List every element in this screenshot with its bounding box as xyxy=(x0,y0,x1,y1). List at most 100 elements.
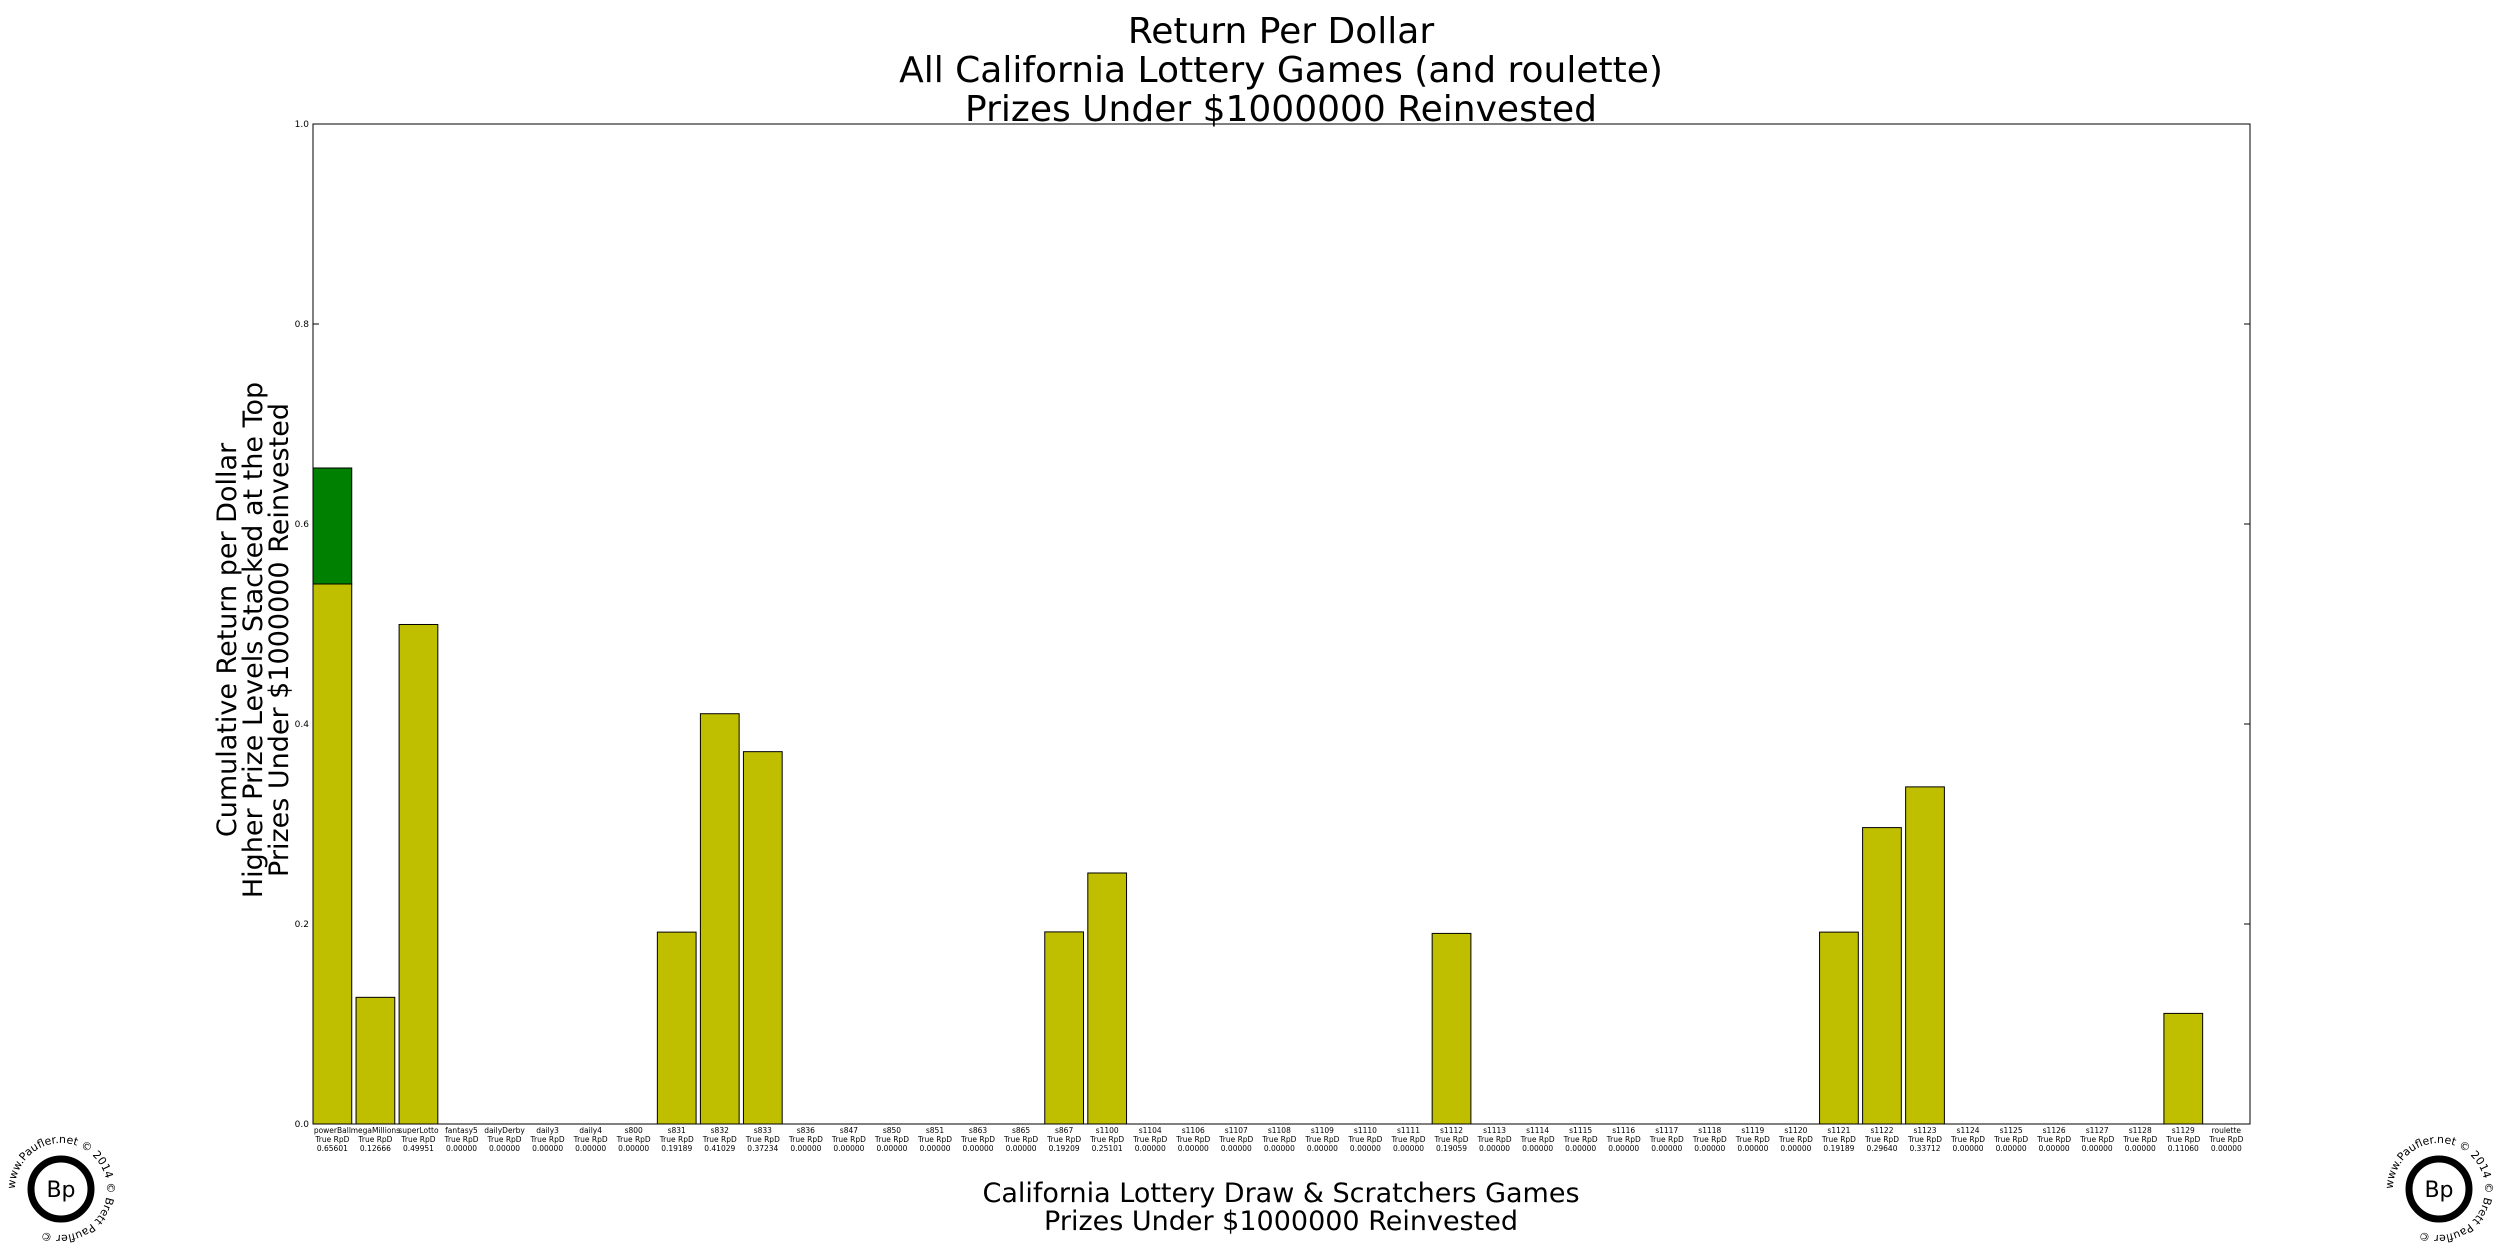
x-tick-value: 0.00000 xyxy=(919,1144,950,1153)
x-tick-value: 0.33712 xyxy=(1910,1144,1941,1153)
x-tick-sublabel: True RpD xyxy=(788,1135,823,1144)
x-tick-sublabel: True RpD xyxy=(1692,1135,1727,1144)
logo-right: www.Paufler.net © 2014 © Brett Paufler ©… xyxy=(2383,1133,2495,1245)
x-tick-label: s1123 xyxy=(1914,1126,1937,1135)
x-tick-label: s831 xyxy=(668,1126,686,1135)
x-tick-sublabel: True RpD xyxy=(1864,1135,1899,1144)
y-axis: 0.0 0.2 0.4 0.6 0.8 1.0 xyxy=(295,120,2250,1130)
x-tick-sublabel: True RpD xyxy=(1950,1135,1985,1144)
x-tick-value: 0.00000 xyxy=(876,1144,907,1153)
x-tick-sublabel: True RpD xyxy=(1347,1135,1382,1144)
x-tick-sublabel: True RpD xyxy=(1390,1135,1425,1144)
x-tick-value: 0.00000 xyxy=(790,1144,821,1153)
chart-title-line: Prizes Under $1000000 Reinvested xyxy=(965,89,1597,130)
x-tick-sublabel: True RpD xyxy=(1132,1135,1167,1144)
x-tick-value: 0.00000 xyxy=(446,1144,477,1153)
x-tick-label: s1110 xyxy=(1354,1126,1377,1135)
x-tick-value: 0.41029 xyxy=(704,1144,735,1153)
x-tick-value: 0.25101 xyxy=(1092,1144,1123,1153)
x-tick-label: roulette xyxy=(2212,1126,2242,1135)
x-tick-value: 0.00000 xyxy=(1178,1144,1209,1153)
y-tick-label: 0.4 xyxy=(295,720,310,730)
svg-text:Bp: Bp xyxy=(2424,1178,2453,1203)
x-tick-value: 0.00000 xyxy=(1737,1144,1768,1153)
x-tick-sublabel: True RpD xyxy=(314,1135,349,1144)
x-tick-label: s836 xyxy=(797,1126,815,1135)
x-tick-label: s1118 xyxy=(1698,1126,1721,1135)
x-tick-value: 0.00000 xyxy=(1307,1144,1338,1153)
bar xyxy=(1044,931,1084,1125)
x-tick-value: 0.37234 xyxy=(747,1144,778,1153)
x-tick-label: s1129 xyxy=(2172,1126,2195,1135)
x-tick-label: s850 xyxy=(883,1126,901,1135)
x-tick-sublabel: True RpD xyxy=(616,1135,651,1144)
x-tick-sublabel: True RpD xyxy=(1477,1135,1512,1144)
x-tick-label: s1109 xyxy=(1311,1126,1334,1135)
x-tick-value: 0.19189 xyxy=(1823,1144,1854,1153)
x-tick-sublabel: True RpD xyxy=(917,1135,952,1144)
x-tick-sublabel: True RpD xyxy=(659,1135,694,1144)
x-axis-label-line: Prizes Under $1000000 Reinvested xyxy=(1044,1206,1518,1237)
bars xyxy=(312,467,2204,1125)
x-tick-label: dailyDerby xyxy=(484,1126,525,1135)
x-tick-sublabel: True RpD xyxy=(1261,1135,1296,1144)
x-tick-value: 0.00000 xyxy=(575,1144,606,1153)
bar xyxy=(1862,827,1902,1125)
bar xyxy=(398,623,439,1125)
x-tick-sublabel: True RpD xyxy=(1649,1135,1684,1144)
x-tick-value: 0.00000 xyxy=(2211,1144,2242,1153)
x-tick-sublabel: True RpD xyxy=(1735,1135,1770,1144)
x-tick-value: 0.12666 xyxy=(360,1144,391,1153)
x-tick-sublabel: True RpD xyxy=(573,1135,608,1144)
x-tick-sublabel: True RpD xyxy=(745,1135,780,1144)
x-tick-value: 0.19059 xyxy=(1436,1144,1467,1153)
x-tick-label: s847 xyxy=(840,1126,858,1135)
x-tick-value: 0.00000 xyxy=(963,1144,994,1153)
x-tick-sublabel: True RpD xyxy=(831,1135,866,1144)
x-tick-sublabel: True RpD xyxy=(530,1135,565,1144)
x-axis-label-line: California Lottery Draw & Scratchers Gam… xyxy=(982,1178,1579,1209)
bar xyxy=(312,583,353,1125)
x-tick-sublabel: True RpD xyxy=(1907,1135,1942,1144)
x-tick-label: daily4 xyxy=(579,1126,602,1135)
x-tick-value: 0.00000 xyxy=(1135,1144,1166,1153)
x-tick-value: 0.00000 xyxy=(532,1144,563,1153)
x-tick-value: 0.00000 xyxy=(1522,1144,1553,1153)
x-tick-label: s867 xyxy=(1055,1126,1073,1135)
x-tick-value: 0.00000 xyxy=(1221,1144,1252,1153)
x-tick-sublabel: True RpD xyxy=(1003,1135,1038,1144)
x-tick-sublabel: True RpD xyxy=(487,1135,522,1144)
x-tick-sublabel: True RpD xyxy=(1046,1135,1081,1144)
x-tick-label: s1104 xyxy=(1139,1126,1162,1135)
bar xyxy=(1905,786,1945,1125)
plot-area xyxy=(312,123,2251,1125)
svg-text:Bp: Bp xyxy=(46,1178,75,1203)
x-tick-sublabel: True RpD xyxy=(1563,1135,1598,1144)
x-tick-sublabel: True RpD xyxy=(1089,1135,1124,1144)
x-tick-label: s1127 xyxy=(2086,1126,2109,1135)
bar xyxy=(355,996,396,1125)
x-tick-sublabel: True RpD xyxy=(1433,1135,1468,1144)
x-tick-label: s1108 xyxy=(1268,1126,1291,1135)
x-tick-value: 0.19209 xyxy=(1049,1144,1080,1153)
x-tick-label: s1107 xyxy=(1225,1126,1248,1135)
x-tick-sublabel: True RpD xyxy=(874,1135,909,1144)
x-tick-value: 0.19189 xyxy=(661,1144,692,1153)
x-tick-value: 0.00000 xyxy=(1608,1144,1639,1153)
logo-left: www.Paufler.net © 2014 © Brett Paufler ©… xyxy=(5,1133,117,1245)
x-tick-sublabel: True RpD xyxy=(1218,1135,1253,1144)
bar xyxy=(1819,931,1859,1125)
x-tick-value: 0.00000 xyxy=(1780,1144,1811,1153)
x-tick-label: s1112 xyxy=(1440,1126,1463,1135)
bar xyxy=(2163,1012,2204,1125)
x-tick-label: s851 xyxy=(926,1126,944,1135)
x-tick-label: s832 xyxy=(711,1126,729,1135)
x-tick-label: s1128 xyxy=(2129,1126,2152,1135)
x-axis-label: California Lottery Draw & Scratchers Gam… xyxy=(982,1178,1579,1237)
x-tick-label: s1125 xyxy=(2000,1126,2023,1135)
x-tick-value: 0.00000 xyxy=(2039,1144,2070,1153)
